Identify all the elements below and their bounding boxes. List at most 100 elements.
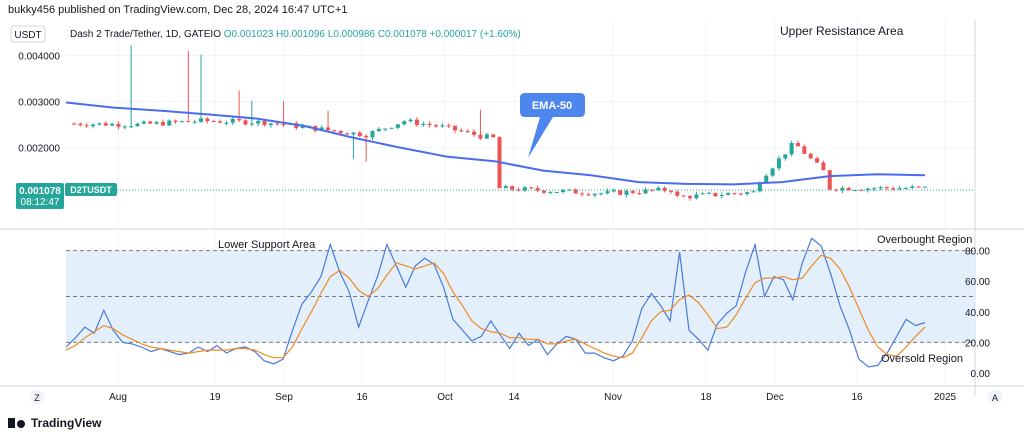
candle-body	[770, 168, 775, 176]
candle-body	[535, 188, 540, 191]
candle-body	[923, 186, 927, 188]
candle-body	[903, 188, 908, 190]
candle-body	[745, 192, 750, 195]
candle-body	[459, 130, 464, 132]
candle-body	[389, 127, 394, 129]
candle-body	[795, 142, 800, 147]
price-pane	[66, 20, 975, 228]
candle-body	[757, 182, 762, 192]
candle-body	[567, 189, 572, 191]
candle-body	[370, 131, 375, 138]
rsi-axis-label: 60.00	[965, 277, 990, 288]
candle-body	[694, 194, 699, 199]
candle-body	[853, 190, 858, 192]
zoom-button[interactable]	[30, 390, 44, 404]
auto-scale-button[interactable]	[988, 390, 1002, 404]
candle-body	[122, 126, 127, 128]
candle-body	[338, 130, 343, 134]
candle-body	[103, 123, 108, 126]
candle-body	[897, 188, 902, 190]
time-axis-label: 14	[508, 392, 520, 403]
candle-body	[713, 192, 718, 197]
candle-body	[522, 187, 527, 191]
candle-body	[205, 118, 210, 122]
candle-body	[465, 131, 470, 133]
candle-body	[148, 121, 153, 124]
ema50-line	[65, 101, 926, 186]
candle-body	[681, 195, 686, 197]
candle-body	[173, 120, 178, 122]
candle-body	[611, 190, 616, 192]
candle-body	[827, 170, 832, 190]
candle-body	[605, 191, 610, 194]
candle-body	[478, 134, 483, 139]
rsi-axis-label: 20.00	[965, 338, 990, 349]
candle-body	[516, 189, 521, 191]
candle-body	[484, 134, 489, 139]
candle-body	[732, 193, 737, 195]
candle-body	[472, 131, 477, 135]
time-axis-label: 18	[700, 392, 712, 403]
candle-body	[548, 192, 553, 194]
candle-body	[218, 121, 223, 123]
time-axis-label: Aug	[109, 392, 127, 403]
candle-body	[427, 123, 432, 126]
candle-body	[376, 128, 381, 132]
ema-callout-bubble	[520, 93, 585, 158]
candle-body	[78, 123, 83, 126]
candle-body	[586, 194, 591, 196]
candle-body	[592, 193, 597, 196]
candle-body	[688, 196, 693, 199]
candle-body	[211, 121, 216, 123]
candle-body	[910, 186, 915, 189]
candle-body	[97, 123, 102, 125]
candle-body	[643, 189, 648, 194]
candle-body	[440, 125, 445, 127]
candle-body	[345, 133, 350, 135]
candle-body	[802, 146, 807, 154]
currency-badge[interactable]	[10, 25, 46, 43]
candle-body	[580, 193, 585, 195]
time-axis-label: Dec	[766, 392, 784, 403]
symbol-badge-text: D2TUSDT	[70, 185, 112, 195]
candle-body	[700, 193, 705, 195]
time-axis-label: 16	[356, 392, 368, 403]
lower-support-label: Lower Support Area	[218, 239, 316, 251]
candle-body	[491, 134, 496, 138]
candle-body	[878, 187, 883, 189]
candle-body	[179, 121, 184, 123]
rsi-axis-label: 0.00	[971, 369, 991, 380]
candle-body	[154, 121, 159, 124]
candle-body	[72, 123, 76, 125]
candle-body	[414, 119, 419, 125]
symbol-badge	[65, 183, 117, 196]
candle-body	[402, 121, 407, 125]
candle-body	[230, 119, 235, 123]
candle-body	[541, 190, 546, 193]
candle-body	[357, 132, 362, 137]
auto-scale-button-text: A	[992, 393, 998, 403]
tradingview-watermark: TradingView	[8, 416, 101, 430]
candle-body	[408, 119, 413, 122]
candle-body	[275, 123, 280, 125]
candle-body	[503, 186, 508, 189]
candle-body	[199, 118, 204, 122]
candle-body	[656, 187, 661, 191]
zoom-button-text: Z	[34, 393, 40, 403]
candle-body	[160, 121, 165, 126]
candle-body	[326, 127, 331, 131]
price-axis-label: 0.004000	[18, 52, 60, 63]
candle-body	[821, 162, 826, 171]
candle-body	[364, 136, 369, 138]
candle-body	[167, 120, 172, 126]
rsi-axis-label: 40.00	[965, 308, 990, 319]
candle-body	[135, 123, 140, 127]
countdown-timer: 08:12:47	[21, 197, 60, 208]
candle-body	[395, 124, 400, 128]
candle-body	[351, 132, 356, 135]
candle-body	[891, 188, 896, 190]
candle-body	[872, 188, 877, 190]
candle-body	[865, 188, 870, 191]
candle-body	[726, 193, 731, 196]
candle-body	[884, 187, 889, 189]
